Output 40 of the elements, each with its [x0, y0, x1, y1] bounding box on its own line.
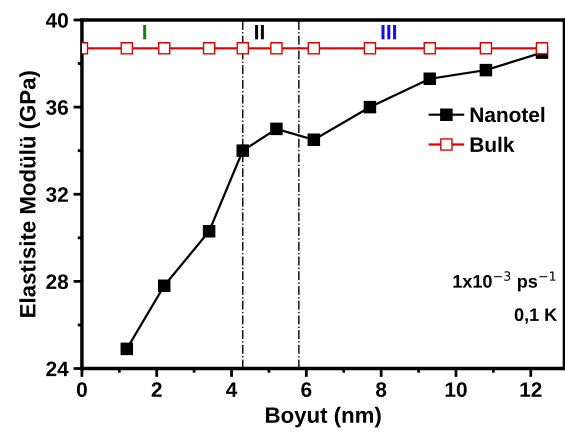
- x-tick-label: 2: [152, 382, 162, 397]
- y-axis-title: Elastisite Modülü (GPa): [19, 71, 40, 317]
- point: [236, 144, 250, 157]
- annotation: 0,1 K: [514, 308, 558, 324]
- y-tick-label: 36: [46, 100, 68, 115]
- point: [236, 42, 250, 55]
- point: [536, 42, 548, 55]
- x-tick-label: 4: [226, 382, 238, 397]
- y-tick-label: 40: [46, 12, 68, 28]
- legend-label: Bulk: [470, 136, 514, 152]
- y-tick-label: 32: [46, 187, 68, 202]
- annotation: II: [255, 24, 264, 40]
- point: [308, 134, 320, 146]
- point: [270, 42, 283, 55]
- annotation: 1x10$^{−3}$ ps$^{−1}$: [453, 271, 556, 292]
- point: [202, 225, 216, 238]
- y-tick-label: 24: [46, 362, 69, 376]
- point: [202, 42, 216, 55]
- x-tick-label: 8: [376, 382, 386, 398]
- x-tick-label: 6: [301, 382, 312, 398]
- legend-label: Nanotel: [470, 106, 544, 122]
- x-tick-label: 12: [520, 382, 542, 397]
- x-axis-title: Boyut (nm): [266, 406, 381, 428]
- point: [480, 42, 492, 55]
- point: [120, 42, 134, 55]
- point: [364, 100, 376, 114]
- annotation: I: [143, 24, 146, 40]
- point: [424, 72, 436, 86]
- point: [120, 342, 134, 356]
- y-tick-label: 28: [46, 274, 68, 290]
- annotation: III: [382, 24, 396, 40]
- point: [424, 42, 436, 55]
- point: [158, 42, 170, 55]
- x-tick-label: 0: [76, 382, 87, 398]
- point: [158, 279, 170, 292]
- x-tick-label: 10: [446, 382, 467, 398]
- point: [270, 122, 283, 136]
- point: [364, 42, 376, 55]
- point: [480, 64, 492, 76]
- point: [308, 42, 320, 55]
